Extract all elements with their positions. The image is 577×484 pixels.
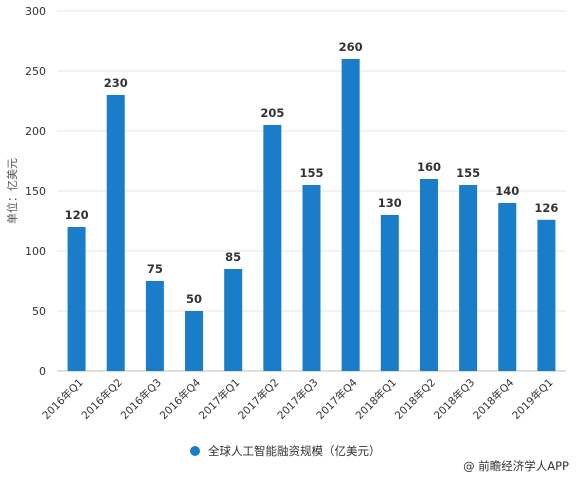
bar (67, 227, 86, 371)
data-label: 140 (495, 184, 519, 198)
bar (224, 269, 243, 371)
data-label: 230 (104, 76, 128, 90)
data-label: 75 (147, 262, 163, 276)
bar (145, 281, 164, 371)
x-tick-label: 2016年Q2 (79, 376, 125, 422)
x-tick-label: 2018年Q4 (470, 376, 516, 422)
source-credit: @ 前瞻经济学人APP (463, 459, 569, 473)
x-tick-label: 2016年Q3 (118, 376, 164, 422)
data-label: 155 (456, 166, 480, 180)
bar (459, 185, 478, 371)
x-tick-label: 2016年Q1 (40, 376, 86, 422)
x-tick-label: 2018年Q3 (431, 376, 477, 422)
y-tick-label: 300 (25, 5, 46, 18)
x-tick-label: 2017年Q4 (314, 376, 360, 422)
data-label: 130 (378, 196, 402, 210)
bar (380, 215, 399, 371)
x-tick-label: 2016年Q4 (157, 376, 203, 422)
data-label: 260 (339, 40, 363, 54)
x-tick-label: 2018年Q1 (353, 376, 399, 422)
legend: 全球人工智能融资规模（亿美元） (190, 441, 381, 461)
y-tick-label: 100 (25, 245, 46, 258)
bar (537, 219, 556, 371)
data-label: 126 (534, 201, 558, 215)
data-label: 50 (186, 292, 202, 306)
x-tick-label: 2017年Q1 (196, 376, 242, 422)
y-tick-label: 0 (39, 365, 46, 378)
bar-chart: 0 50 100 150 200 250 300 单位：亿美元 120 2016年Q1 230 201… (5, 5, 566, 422)
x-tick-label: 2018年Q2 (392, 376, 438, 422)
y-tick-label: 200 (25, 125, 46, 138)
data-label: 120 (65, 208, 89, 222)
legend-label: 全球人工智能融资规模（亿美元） (208, 444, 381, 458)
y-tick-label: 250 (25, 65, 46, 78)
data-label: 160 (417, 160, 441, 174)
x-tick-label: 2017年Q2 (235, 376, 281, 422)
bar (341, 59, 360, 371)
bar (419, 179, 438, 371)
bar (263, 125, 282, 371)
bar (302, 185, 321, 371)
legend-marker (190, 446, 200, 456)
bar (185, 311, 204, 371)
x-tick-label: 2019年Q1 (509, 376, 555, 422)
bar (498, 203, 517, 371)
y-axis-label: 单位：亿美元 (5, 158, 19, 224)
data-label: 85 (225, 250, 241, 264)
y-tick-label: 50 (32, 305, 46, 318)
x-tick-label: 2017年Q3 (275, 376, 321, 422)
y-tick-label: 150 (25, 185, 46, 198)
data-label: 205 (260, 106, 284, 120)
data-label: 155 (299, 166, 323, 180)
bar (106, 95, 125, 371)
